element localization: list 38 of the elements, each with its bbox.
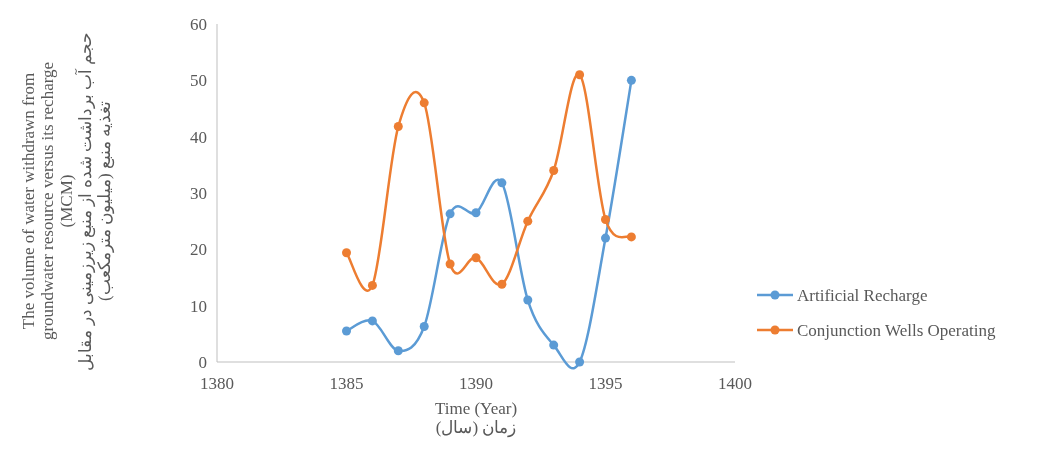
y-tick-label: 40 <box>190 127 207 147</box>
point <box>549 340 559 350</box>
point <box>445 259 455 269</box>
x-tick-label: 1390 <box>459 374 493 393</box>
point <box>626 75 636 85</box>
point <box>601 214 610 224</box>
point <box>626 232 636 242</box>
point <box>419 322 429 332</box>
x-tick-label: 1395 <box>588 374 623 393</box>
point <box>497 178 507 188</box>
y-tick-label: 60 <box>190 15 207 34</box>
point <box>497 279 507 289</box>
point <box>342 248 351 258</box>
x-tick-label: 1385 <box>329 374 364 393</box>
point <box>575 70 585 80</box>
point <box>342 326 351 336</box>
point <box>575 357 585 367</box>
point <box>549 165 559 175</box>
point <box>601 233 610 243</box>
point <box>419 98 429 108</box>
y-tick-label: 30 <box>190 184 207 203</box>
point <box>523 216 533 226</box>
point <box>393 346 403 356</box>
legend-label: Conjunction Wells Operating <box>797 321 997 340</box>
x-tick-label: 1380 <box>200 374 234 393</box>
point <box>471 253 481 263</box>
y-tick-label: 0 <box>198 353 207 372</box>
y-tick-label: 20 <box>190 240 207 260</box>
point <box>393 122 403 132</box>
point <box>523 295 533 305</box>
x-tick-label: 1400 <box>718 374 752 393</box>
point <box>471 208 481 218</box>
y-tick-label: 50 <box>190 71 207 91</box>
point <box>445 209 455 219</box>
y-tick-label: 10 <box>190 296 207 316</box>
point <box>367 316 377 326</box>
point <box>367 280 377 290</box>
legend-label: Artificial Recharge <box>797 286 928 305</box>
